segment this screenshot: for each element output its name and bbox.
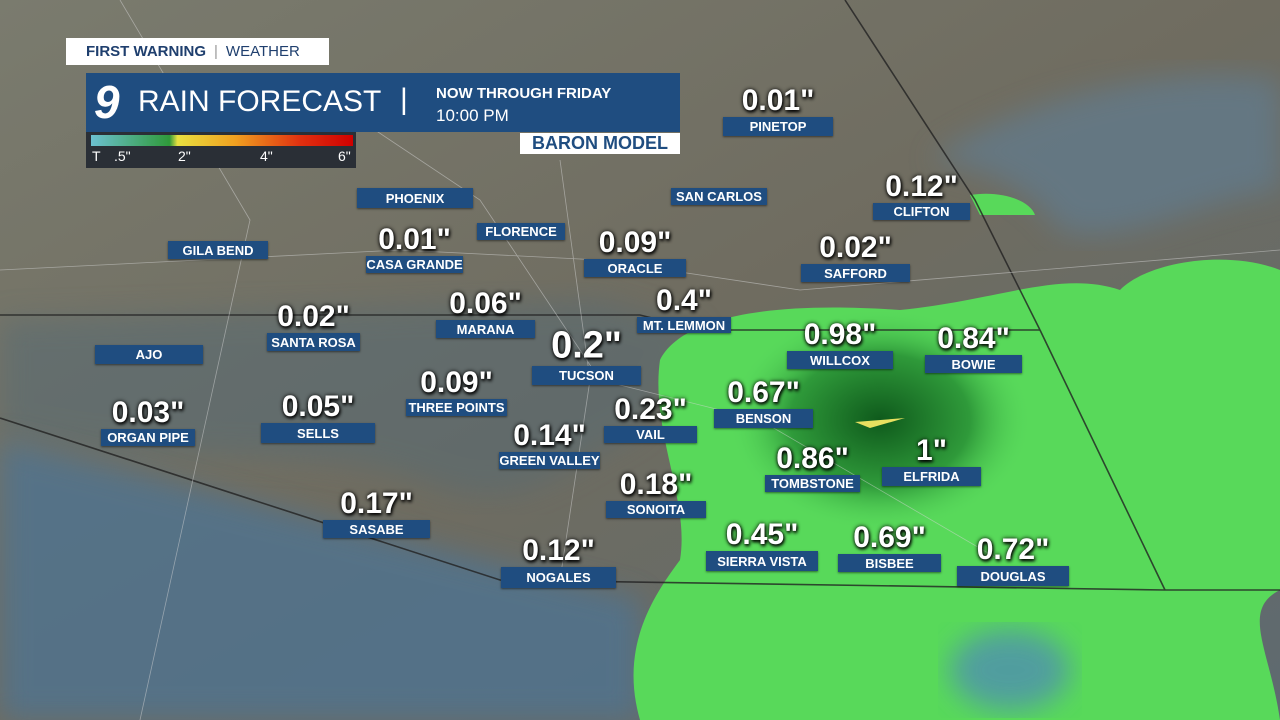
rain-amount: 0.02" — [819, 231, 892, 264]
city-label: VAIL — [604, 426, 697, 443]
rain-amount: 0.2" — [551, 324, 622, 367]
city-label: SONOITA — [606, 501, 706, 518]
city-label: THREE POINTS — [406, 399, 507, 416]
logo: 9 — [94, 76, 120, 128]
city-label: SAN CARLOS — [671, 188, 767, 205]
cloud-shade — [930, 75, 1280, 235]
city-label: ELFRIDA — [882, 467, 981, 486]
rain-amount: 0.45" — [725, 518, 799, 551]
rain-amount: 0.09" — [598, 226, 672, 259]
rain-amount: 0.01" — [741, 84, 815, 117]
rain-amount: 0.06" — [449, 287, 522, 320]
rain-amount: 0.12" — [885, 170, 958, 203]
city-label: BENSON — [714, 409, 813, 428]
title: RAIN FORECAST — [138, 85, 382, 118]
rain-amount: 0.01" — [378, 223, 451, 256]
rain-amount: 0.09" — [420, 366, 493, 399]
city-label: BOWIE — [925, 355, 1022, 373]
borders — [0, 0, 1280, 591]
city-label: NOGALES — [501, 567, 616, 588]
city-label: MARANA — [436, 320, 535, 338]
gap — [950, 630, 1070, 710]
city-label: PHOENIX — [357, 188, 473, 208]
city-label: TOMBSTONE — [765, 475, 860, 492]
rain-amount: 0.98" — [803, 318, 877, 351]
city-label: FLORENCE — [477, 223, 565, 240]
time: 10:00 PM — [436, 106, 509, 125]
rain-amount: 0.86" — [776, 442, 849, 475]
brand-bar: FIRST WARNING | WEATHER — [66, 38, 329, 65]
legend-label: 6" — [338, 148, 351, 164]
rain-amount: 0.02" — [277, 300, 350, 333]
legend: T .5" 2" 4" 6" — [86, 132, 356, 168]
rain-amount: 0.03" — [111, 396, 185, 429]
city-label: TUCSON — [532, 366, 641, 385]
city-label: SASABE — [323, 520, 430, 538]
rain-amount: 0.23" — [614, 393, 687, 426]
water-shade — [0, 440, 640, 720]
city-label: PINETOP — [723, 117, 833, 136]
section: WEATHER — [225, 43, 300, 60]
legend-label: .5" — [114, 148, 131, 164]
rain-amount: 0.17" — [340, 487, 413, 520]
rain-amount: 0.18" — [619, 468, 693, 501]
heavy-spot — [855, 418, 905, 428]
legend-label: 4" — [260, 148, 273, 164]
rain-amount: 0.84" — [937, 322, 1010, 355]
rain-amount: 1" — [916, 434, 947, 467]
city-label: ORGAN PIPE — [101, 429, 195, 446]
city-label: SANTA ROSA — [267, 333, 360, 351]
rain-area — [970, 193, 1035, 215]
city-label: SAFFORD — [801, 264, 910, 282]
rain-amount: 0.69" — [853, 521, 926, 554]
city-label: AJO — [95, 345, 203, 364]
rain-amount: 0.4" — [656, 284, 712, 317]
city-label: MT. LEMMON — [637, 317, 731, 333]
legend-label: 2" — [178, 148, 191, 164]
city-label: SIERRA VISTA — [706, 551, 818, 571]
rain-amount: 0.12" — [522, 534, 595, 567]
title-bar: 9 RAIN FORECAST | NOW THROUGH FRIDAY 10:… — [86, 73, 680, 132]
rain-amount: 0.72" — [976, 533, 1050, 566]
city-label: GILA BEND — [168, 241, 268, 259]
city-label: GREEN VALLEY — [499, 452, 600, 469]
city-label: SELLS — [261, 423, 375, 443]
period: NOW THROUGH FRIDAY — [436, 85, 612, 102]
city-label: BISBEE — [838, 554, 941, 572]
rain-amount: 0.14" — [513, 419, 586, 452]
rain-amount: 0.67" — [727, 376, 800, 409]
city-label: CLIFTON — [873, 203, 970, 220]
legend-label: T — [92, 148, 101, 164]
brand: FIRST WARNING — [86, 43, 206, 60]
rain-amount: 0.05" — [281, 390, 355, 423]
city-label: CASA GRANDE — [366, 256, 463, 273]
model: BARON MODEL — [520, 133, 680, 154]
legend-ramp — [91, 135, 353, 146]
city-label: WILLCOX — [787, 351, 893, 369]
city-label: ORACLE — [584, 259, 686, 277]
city-label: DOUGLAS — [957, 566, 1069, 586]
